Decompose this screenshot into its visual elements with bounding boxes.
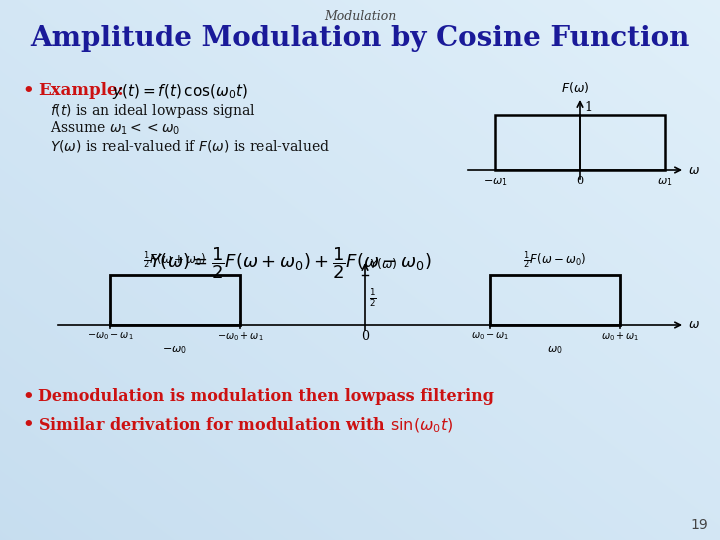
Text: $F(\omega)$: $F(\omega)$ [561, 80, 589, 95]
Text: 1: 1 [584, 101, 592, 114]
Text: $-\omega_0 - \omega_1$: $-\omega_0 - \omega_1$ [86, 330, 133, 342]
Text: $\omega$: $\omega$ [688, 319, 700, 332]
Bar [110, 275, 240, 325]
Text: $Y(\omega)$ is real-valued if $F(\omega)$ is real-valued: $Y(\omega)$ is real-valued if $F(\omega)… [50, 138, 330, 154]
Bar [495, 115, 665, 170]
Text: $\omega$: $\omega$ [688, 164, 700, 177]
Text: Example:: Example: [38, 82, 124, 99]
Text: 19: 19 [690, 518, 708, 532]
Text: Modulation: Modulation [324, 10, 396, 23]
Text: $-\omega_1$: $-\omega_1$ [482, 176, 508, 188]
Text: $\omega_0$: $\omega_0$ [547, 344, 563, 356]
Text: 0: 0 [361, 330, 369, 343]
Text: •: • [22, 388, 34, 406]
Text: $-\omega_0 + \omega_1$: $-\omega_0 + \omega_1$ [217, 330, 264, 343]
Text: $y(t) = f(t)\,\cos(\omega_0 t)$: $y(t) = f(t)\,\cos(\omega_0 t)$ [112, 82, 248, 101]
Bar [490, 275, 620, 325]
Text: $\frac{1}{2}F(\omega + \omega_0)$: $\frac{1}{2}F(\omega + \omega_0)$ [143, 249, 207, 271]
Text: $\omega_1$: $\omega_1$ [657, 176, 672, 188]
Text: $\frac{1}{2}$: $\frac{1}{2}$ [369, 287, 377, 309]
Text: •: • [22, 416, 34, 434]
Text: Similar derivation for modulation with $\sin(\omega_0 t)$: Similar derivation for modulation with $… [38, 416, 454, 435]
Text: $Y(\omega)=\dfrac{1}{2}F(\omega+\omega_0)+\dfrac{1}{2}F(\omega-\omega_0)$: $Y(\omega)=\dfrac{1}{2}F(\omega+\omega_0… [149, 245, 431, 281]
Text: $f(t)$ is an ideal lowpass signal: $f(t)$ is an ideal lowpass signal [50, 102, 256, 120]
Text: $\omega_0 - \omega_1$: $\omega_0 - \omega_1$ [471, 330, 509, 342]
Text: Assume $\omega_1 << \omega_0$: Assume $\omega_1 << \omega_0$ [50, 120, 181, 137]
Text: $\frac{1}{2}F(\omega - \omega_0)$: $\frac{1}{2}F(\omega - \omega_0)$ [523, 249, 587, 271]
Text: •: • [22, 82, 34, 100]
Text: Amplitude Modulation by Cosine Function: Amplitude Modulation by Cosine Function [30, 25, 690, 52]
Text: $Y(\omega)$: $Y(\omega)$ [369, 256, 397, 271]
Text: $-\omega_0$: $-\omega_0$ [163, 344, 187, 356]
Text: $\omega_0 + \omega_1$: $\omega_0 + \omega_1$ [600, 330, 639, 343]
Text: Demodulation is modulation then lowpass filtering: Demodulation is modulation then lowpass … [38, 388, 494, 405]
Text: 0: 0 [577, 176, 584, 186]
